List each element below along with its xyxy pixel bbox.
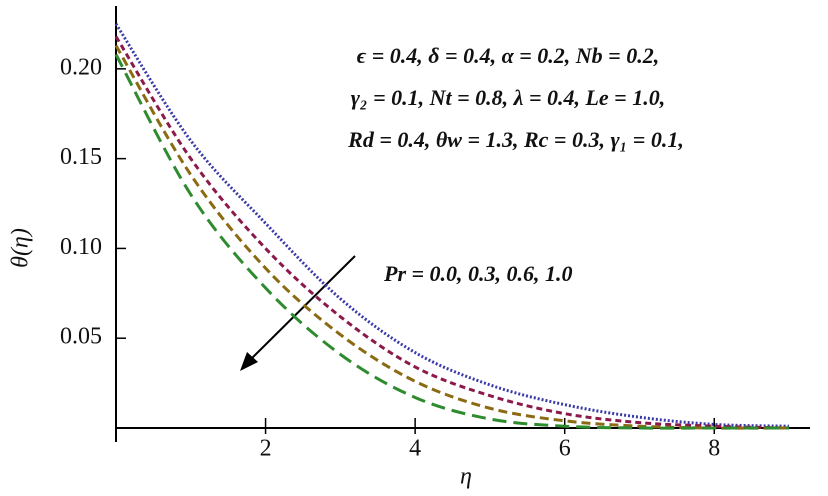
y-tick-label: 0.05 [60,324,102,350]
arrow-head [240,352,258,371]
series-line [114,44,790,430]
x-tick-label: 6 [559,436,571,462]
annotation: γ₂ = 0.1, Nt = 0.8, λ = 0.4, Le = 1.0, [351,85,665,110]
arrow [247,255,356,363]
y-tick-label: 0.10 [60,234,102,260]
y-axis-label: θ(η) [8,228,34,268]
annotation: ϵ = 0.4, δ = 0.4, α = 0.2, Nb = 0.2, [357,43,659,68]
x-axis-label: η [460,464,472,490]
annotation: Rd = 0.4, θw = 1.3, Rc = 0.3, γ₁ = 0.1, [347,127,684,152]
y-tick-label: 0.15 [60,144,102,170]
series-line [114,35,790,430]
x-tick-label: 8 [708,436,720,462]
series-line [114,53,790,430]
annotation: Pr = 0.0, 0.3, 0.6, 1.0 [383,261,573,286]
x-tick-label: 4 [409,436,421,462]
y-tick-label: 0.20 [60,54,102,80]
x-tick-label: 2 [260,436,272,462]
series-line [114,23,790,428]
